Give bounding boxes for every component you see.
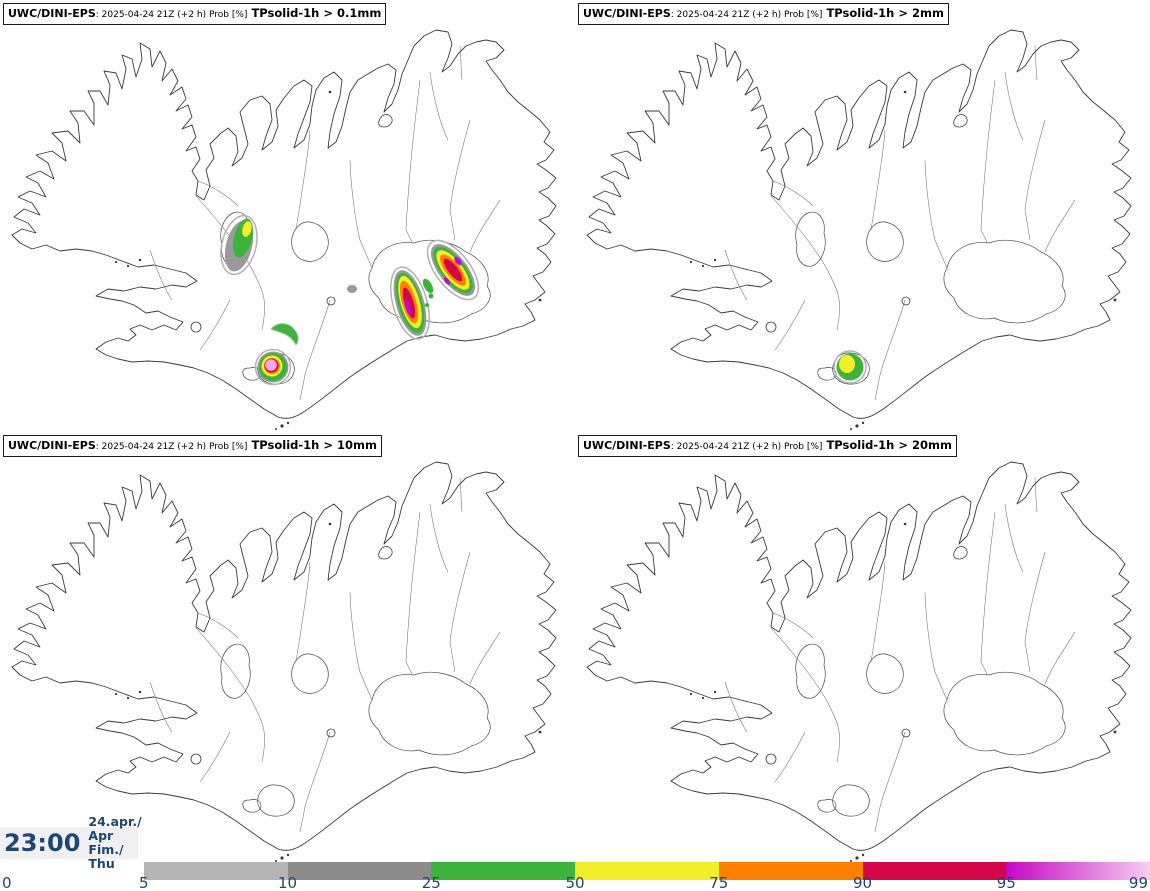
prob-contour-5pct — [220, 214, 258, 276]
valid-date: 24.apr./ Apr Fim./ Thu — [88, 815, 141, 871]
prob-fill-50pct — [839, 355, 855, 373]
colorbar-tick: 25 — [421, 874, 441, 891]
run-info: : 2025-04-24 21Z (+2 h) Prob [%] — [95, 10, 248, 20]
colorbar-tick: 0 — [2, 874, 12, 891]
prob-fill-50pct — [242, 221, 252, 237]
panel-title: UWC/DINI-EPS: 2025-04-24 21Z (+2 h) Prob… — [3, 435, 382, 457]
colorbar-segment-95-99 — [1006, 862, 1150, 880]
probability-colorbar — [0, 862, 1150, 880]
threshold-label: TPsolid-1h > 2mm — [826, 6, 944, 20]
colorbar-tick-labels: 0 5 10 25 50 75 90 95 99 — [0, 874, 1150, 891]
panel-prob-0.1mm: UWC/DINI-EPS: 2025-04-24 21Z (+2 h) Prob… — [0, 0, 575, 432]
valid-date-day: Fim./ Thu — [88, 842, 124, 871]
colorbar-segment-50-75 — [575, 862, 719, 880]
colorbar-segment-5-10 — [143, 862, 288, 880]
colorbar-segment-25-50 — [431, 862, 575, 880]
run-info: : 2025-04-24 21Z (+2 h) Prob [%] — [670, 10, 823, 20]
map-iceland — [11, 13, 557, 431]
prob-fill-10pct — [347, 285, 357, 293]
map-iceland — [586, 13, 1132, 431]
colorbar-segment-75-90 — [718, 862, 863, 880]
prob-fill-25pct — [270, 323, 299, 346]
prob-contour-5pct — [833, 350, 867, 384]
model-name: UWC/DINI-EPS — [583, 439, 671, 452]
colorbar-segment-10-25 — [287, 862, 432, 880]
panel-prob-20mm: UWC/DINI-EPS: 2025-04-24 21Z (+2 h) Prob… — [575, 432, 1150, 891]
threshold-label: TPsolid-1h > 20mm — [826, 438, 952, 452]
colorbar-tick: 50 — [565, 874, 585, 891]
valid-time-box: 23:00 24.apr./ Apr Fim./ Thu — [0, 815, 142, 871]
panel-title: UWC/DINI-EPS: 2025-04-24 21Z (+2 h) Prob… — [578, 3, 949, 25]
probability-contours-0.1mm — [220, 214, 480, 386]
run-info: : 2025-04-24 21Z (+2 h) Prob [%] — [670, 442, 823, 452]
valid-date-month: 24.apr./ Apr — [88, 814, 142, 843]
valid-time: 23:00 — [4, 829, 81, 857]
probability-contours-2mm — [833, 350, 867, 384]
run-info: : 2025-04-24 21Z (+2 h) Prob [%] — [95, 442, 248, 452]
map-iceland — [586, 445, 1132, 863]
model-name: UWC/DINI-EPS — [583, 7, 671, 20]
panel-title: UWC/DINI-EPS: 2025-04-24 21Z (+2 h) Prob… — [3, 3, 387, 25]
prob-fill-95pct — [404, 298, 412, 316]
panel-prob-2mm: UWC/DINI-EPS: 2025-04-24 21Z (+2 h) Prob… — [575, 0, 1150, 432]
colorbar-tick: 99 — [1128, 874, 1148, 891]
colorbar-tick: 95 — [996, 874, 1016, 891]
threshold-label: TPsolid-1h > 10mm — [251, 438, 377, 452]
colorbar-tick: 5 — [138, 874, 149, 891]
colorbar-segment-90-95 — [862, 862, 1007, 880]
colorbar-tick: 90 — [852, 874, 873, 891]
model-name: UWC/DINI-EPS — [8, 439, 96, 452]
panel-title: UWC/DINI-EPS: 2025-04-24 21Z (+2 h) Prob… — [578, 435, 957, 457]
threshold-label: TPsolid-1h > 0.1mm — [251, 6, 382, 20]
map-iceland — [11, 445, 557, 863]
panel-prob-10mm: UWC/DINI-EPS: 2025-04-24 21Z (+2 h) Prob… — [0, 432, 575, 891]
colorbar-tick: 10 — [277, 874, 298, 891]
model-name: UWC/DINI-EPS — [8, 7, 96, 20]
prob-fill-99pct — [265, 359, 277, 371]
colorbar-tick: 75 — [709, 874, 729, 891]
